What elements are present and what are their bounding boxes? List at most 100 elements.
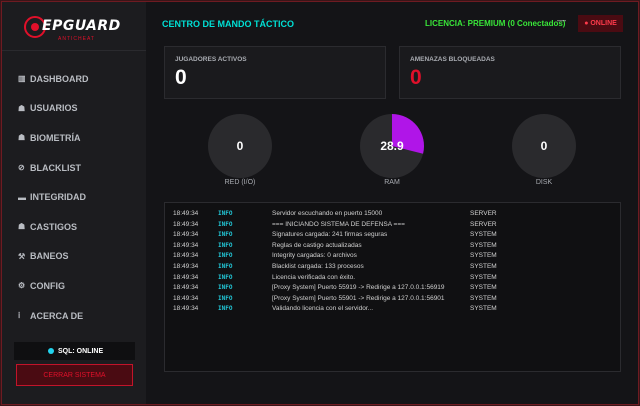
topbar: CENTRO DE MANDO TÁCTICO LICENCIA: PREMIU… — [146, 2, 638, 42]
sidebar-item-label: BLACKLIST — [30, 162, 81, 173]
players-card: JUGADORES ACTIVOS 0 — [164, 46, 386, 99]
gauge-ram-dial — [360, 114, 424, 178]
sidebar-item-label: USUARIOS — [30, 103, 78, 114]
sidebar-item-baneos[interactable]: ⚒ BANEOS — [2, 242, 146, 272]
log-time: 18:49:34 — [173, 263, 199, 270]
logout-button[interactable]: CERRAR SISTEMA — [16, 364, 133, 386]
gauge-red-value: 0 — [236, 139, 244, 153]
sidebar-item-label: DASHBOARD — [30, 73, 89, 84]
integrity-icon: ▬ — [18, 192, 26, 202]
logo-text: EPGUARD — [42, 18, 121, 34]
sidebar-item-label: ACERCA DE — [30, 310, 84, 321]
sidebar-item-acerca-de[interactable]: ⅰ ACERCA DE — [2, 301, 146, 331]
log-row: 18:49:34 INFO [Proxy System] Puerto 55919 … — [165, 284, 620, 295]
gauge-disk-value: 0 — [540, 139, 548, 153]
log-time: 18:49:34 — [173, 241, 199, 249]
fingerprint-icon: ☗ — [18, 133, 26, 143]
log-row: 18:49:34 INFO === INICIANDO SISTEMA DE DEF… — [165, 221, 620, 232]
sidebar: EPGUARD ANTICHEAT ▥ DASHBOARD ☗ USUARIOS ☗ BI… — [2, 2, 146, 404]
gauge-disk-label: DISK — [535, 179, 553, 186]
log-src: SYSTEM — [470, 284, 497, 292]
threats-value: 0 — [410, 66, 422, 89]
log-level: INFO — [218, 284, 233, 292]
log-time: 18:49:34 — [173, 252, 199, 260]
dashboard-icon: ▥ — [18, 74, 26, 84]
log-time: 18:49:34 — [173, 305, 199, 313]
log-msg: [Proxy System] Puerto 55919 -> Redirige … — [272, 284, 445, 292]
sidebar-item-usuarios[interactable]: ☗ USUARIOS — [2, 94, 146, 124]
sidebar-item-biometr-a[interactable]: ☗ BIOMETRÍA — [2, 123, 146, 153]
gauge-red-dial — [208, 114, 272, 178]
log-src: SERVER — [470, 210, 497, 217]
log-level: INFO — [218, 294, 233, 302]
log-time: 18:49:34 — [173, 210, 199, 217]
log-msg: === INICIANDO SISTEMA DE DEFENSA === — [272, 220, 405, 228]
gauge-ram-value: 28.9 — [380, 139, 404, 153]
log-msg: Servidor escuchando en puerto 15000 — [272, 210, 383, 217]
gauge-red-label: RED (I/O) — [224, 179, 256, 186]
log-row: 18:49:34 INFO [Proxy System] Puerto 55901 … — [165, 295, 620, 306]
players-value: 0 — [175, 66, 187, 89]
log-src: SYSTEM — [470, 231, 497, 239]
log-level: INFO — [218, 220, 233, 228]
gauge-red: 0 — [208, 114, 272, 178]
log-msg: Reglas de castigo actualizadas — [272, 241, 362, 249]
threats-card: AMENAZAS BLOQUEADAS 0 — [399, 46, 621, 99]
sql-status-dot-icon — [48, 348, 54, 354]
log-time: 18:49:34 — [173, 294, 199, 302]
log-msg: Signatures cargada: 241 firmas seguras — [272, 231, 388, 239]
gauge-disk-track — [512, 114, 576, 178]
hammer-icon: ⚒ — [18, 251, 26, 261]
log-msg: [Proxy System] Puerto 55901 -> Redirige … — [272, 294, 445, 302]
log-msg: Validando licencia con el servidor... — [272, 305, 374, 313]
users-icon: ☗ — [18, 103, 26, 113]
log-level: INFO — [218, 252, 233, 260]
gauge-ram-label: RAM — [384, 179, 400, 186]
threats-label: AMENAZAS BLOQUEADAS — [410, 56, 495, 63]
sidebar-nav: ▥ DASHBOARD ☗ USUARIOS ☗ BIOMETRÍA ⊘ BLACKLIST ▬… — [2, 64, 146, 330]
players-label: JUGADORES ACTIVOS — [175, 56, 247, 63]
sidebar-item-config[interactable]: ⚙ CONFIG — [2, 271, 146, 301]
log-level: INFO — [218, 231, 233, 239]
log-msg: Integrity cargadas: 0 archivos — [272, 252, 357, 260]
gear-icon: ⚙ — [18, 281, 26, 291]
page-title: CENTRO DE MANDO TÁCTICO — [162, 19, 294, 29]
info-icon: ⅰ — [18, 311, 21, 321]
log-level: INFO — [218, 241, 233, 249]
sql-status: SQL: ONLINE — [14, 342, 135, 360]
sidebar-item-blacklist[interactable]: ⊘ BLACKLIST — [2, 153, 146, 183]
sidebar-item-label: CONFIG — [30, 280, 65, 291]
sidebar-divider — [2, 50, 146, 51]
sidebar-item-castigos[interactable]: ☗ CASTIGOS — [2, 212, 146, 242]
log-src: SYSTEM — [470, 273, 497, 281]
log-level: INFO — [218, 273, 233, 281]
sidebar-item-dashboard[interactable]: ▥ DASHBOARD — [2, 64, 146, 94]
sidebar-item-label: CASTIGOS — [30, 221, 78, 232]
logo-emblem-icon — [24, 16, 46, 38]
log-src: SYSTEM — [470, 241, 497, 249]
sidebar-item-label: BIOMETRÍA — [30, 132, 81, 143]
log-level: INFO — [218, 305, 233, 313]
sql-status-label: SQL: ONLINE — [58, 347, 104, 355]
log-row: 18:49:34 INFO Licencia verificada con éxit… — [165, 274, 620, 285]
log-src: SYSTEM — [470, 263, 497, 270]
log-time: 18:49:34 — [173, 231, 199, 239]
log-row: 18:49:34 INFO Integrity cargadas: 0 archiv… — [165, 252, 620, 263]
minimize-button[interactable]: — — [557, 15, 566, 25]
main-panel: CENTRO DE MANDO TÁCTICO LICENCIA: PREMIU… — [146, 2, 638, 404]
gauge-ram-fill — [392, 114, 424, 154]
sidebar-item-label: INTEGRIDAD — [30, 192, 86, 203]
logo-subtitle: ANTICHEAT — [58, 36, 95, 42]
log-msg: Licencia verificada con éxito. — [272, 273, 356, 281]
log-row: 18:49:34 INFO Validando licencia con el se… — [165, 305, 620, 316]
log-level: INFO — [218, 263, 233, 270]
gauge-ram: 28.9 — [360, 114, 424, 178]
gavel-icon: ☗ — [18, 222, 26, 232]
log-row: 18:49:34 INFO Servidor escuchando en puert… — [165, 210, 620, 221]
event-log: 18:49:34 INFO Servidor escuchando en puert… — [164, 202, 621, 372]
sidebar-item-integridad[interactable]: ▬ INTEGRIDAD — [2, 182, 146, 212]
log-time: 18:49:34 — [173, 220, 199, 228]
log-level: INFO — [218, 210, 233, 217]
log-row: 18:49:34 INFO Signatures cargada: 241 firm… — [165, 231, 620, 242]
